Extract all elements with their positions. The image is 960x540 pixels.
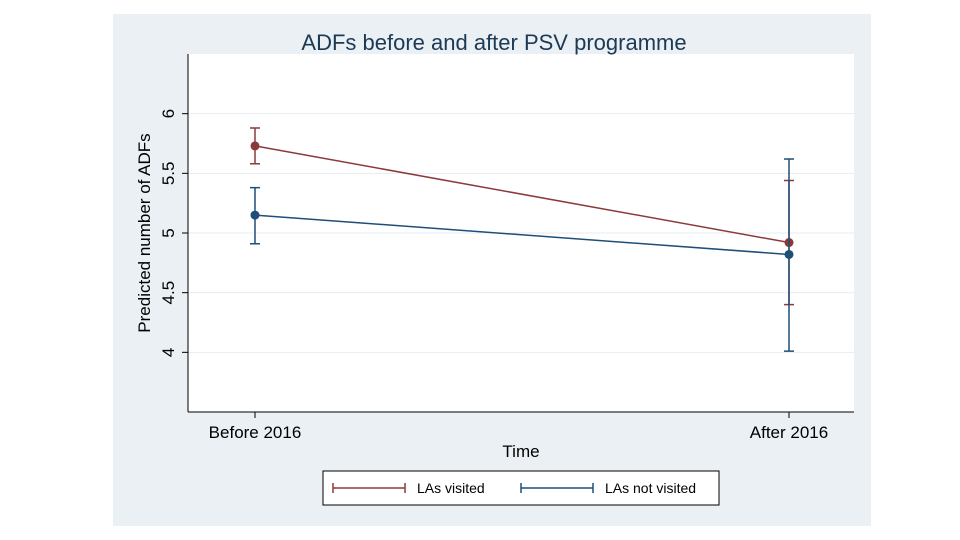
data-point — [250, 210, 260, 220]
legend-label: LAs visited — [417, 480, 485, 496]
series — [250, 127, 794, 352]
x-tick-label: After 2016 — [750, 423, 828, 442]
legend: LAs visited LAs not visited — [322, 470, 720, 506]
y-axis-title: Predicted number of ADFs — [135, 133, 154, 332]
y-tick-label: 5 — [159, 228, 178, 237]
legend-label: LAs not visited — [605, 480, 696, 496]
grid-lines — [188, 113, 854, 353]
series-line — [254, 145, 790, 244]
data-point — [250, 141, 260, 151]
y-tick-label: 4.5 — [159, 281, 178, 305]
y-tick-label: 5.5 — [159, 162, 178, 186]
x-axis-title: Time — [502, 442, 539, 461]
chart-title: ADFs before and after PSV programme — [301, 30, 686, 55]
y-tick-label: 6 — [159, 109, 178, 118]
legend-items: LAs visited LAs not visited — [332, 480, 696, 496]
data-point — [784, 249, 794, 259]
series-las-not-visited — [250, 158, 794, 352]
series-line — [254, 214, 790, 256]
y-tick-label: 4 — [159, 348, 178, 357]
x-tick-label: Before 2016 — [209, 423, 302, 442]
x-ticks: Before 2016 After 2016 — [209, 412, 828, 442]
y-ticks: 4 4.5 5 5.5 6 — [159, 109, 188, 357]
